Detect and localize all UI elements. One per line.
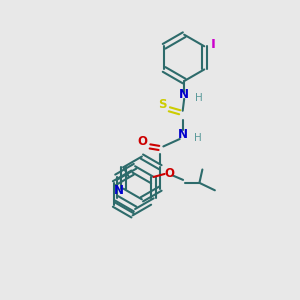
- Text: H: H: [194, 133, 202, 143]
- Text: N: N: [114, 184, 124, 196]
- Text: I: I: [211, 38, 216, 51]
- Text: O: O: [138, 136, 148, 148]
- Text: S: S: [158, 98, 166, 111]
- Text: O: O: [164, 167, 174, 181]
- Text: H: H: [196, 93, 203, 103]
- Text: N: N: [178, 128, 188, 141]
- Text: N: N: [179, 88, 189, 101]
